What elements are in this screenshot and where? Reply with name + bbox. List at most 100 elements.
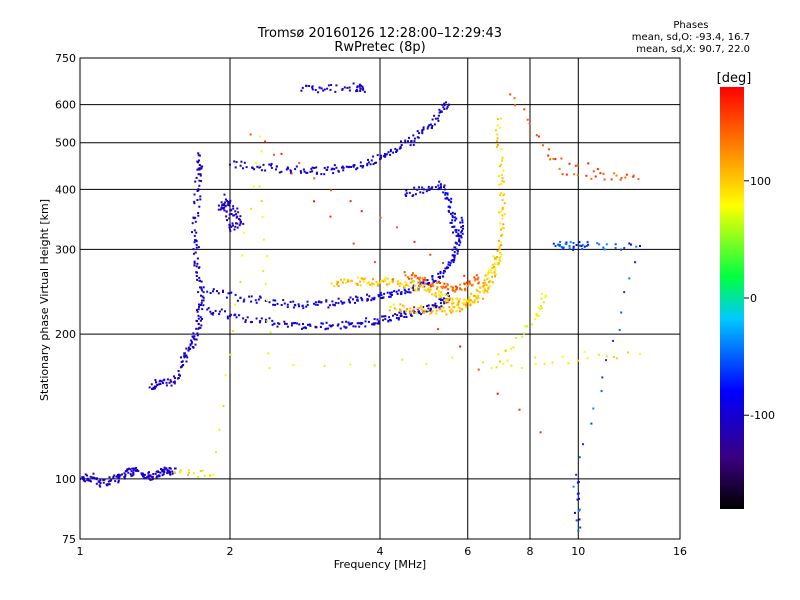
data-point-fill (224, 374, 227, 377)
data-point-fill (499, 259, 502, 262)
data-point-fill (404, 141, 407, 144)
data-point (497, 118, 499, 120)
data-point (568, 245, 571, 247)
data-point-fill (489, 280, 492, 283)
data-point-fill (382, 296, 385, 299)
data-point-fill (195, 239, 198, 242)
data-point-fill (198, 184, 201, 187)
data-point-fill (314, 89, 317, 91)
data-point-fill (503, 202, 506, 205)
data-point-fill (420, 306, 423, 309)
data-point-fill (259, 296, 262, 299)
data-point-fill (358, 322, 361, 325)
data-point-fill (457, 301, 460, 304)
data-point-fill (412, 272, 414, 275)
chart-title: Tromsø 20160126 12:28:00–12:29:43 (257, 26, 503, 41)
y-tick-label: 200 (55, 328, 76, 341)
data-point-fill (171, 470, 174, 473)
data-point (544, 295, 547, 297)
data-point-fill (290, 324, 293, 327)
data-point-fill (275, 168, 277, 171)
data-point-fill (448, 297, 451, 300)
data-point-fill (434, 292, 437, 295)
data-point-fill (270, 162, 273, 165)
data-point-fill (587, 243, 590, 246)
data-point-fill (271, 323, 274, 326)
data-point-fill (250, 300, 253, 303)
data-point-fill (278, 171, 281, 174)
data-point-fill (496, 133, 499, 136)
data-point-fill (491, 266, 494, 269)
data-point-fill (193, 200, 196, 203)
data-point-fill (502, 227, 505, 230)
data-point-fill (438, 293, 441, 296)
data-point-fill (341, 321, 344, 324)
data-point-fill (447, 294, 449, 297)
data-point-fill (359, 284, 362, 287)
data-point-fill (578, 456, 581, 459)
data-point-fill (292, 306, 295, 309)
data-point-fill (227, 204, 230, 207)
data-point-fill (137, 470, 140, 473)
data-point-fill (473, 301, 476, 304)
data-point-fill (197, 314, 200, 317)
data-point-fill (501, 177, 504, 180)
data-point-fill (487, 269, 490, 272)
data-point-fill (400, 293, 403, 296)
data-point-fill (355, 90, 358, 93)
data-point-fill (577, 164, 580, 167)
data-point-fill (352, 325, 355, 328)
data-point-fill (443, 102, 446, 105)
data-point (309, 170, 312, 173)
data-point-fill (447, 292, 450, 295)
data-point-fill (454, 229, 457, 232)
data-point (367, 161, 370, 164)
data-point-fill (199, 319, 202, 322)
data-point-fill (356, 283, 359, 285)
data-point-fill (500, 228, 502, 231)
data-point-fill (352, 242, 355, 245)
data-point-fill (438, 296, 441, 299)
data-point-fill (443, 108, 446, 110)
data-point-fill (625, 173, 628, 176)
data-point-fill (266, 255, 269, 258)
data-point-fill (416, 289, 419, 292)
data-point-fill (315, 326, 318, 329)
data-point-fill (361, 322, 364, 325)
data-point-fill (491, 263, 494, 266)
data-point-fill (380, 154, 382, 157)
data-point-fill (361, 85, 364, 88)
grid-lines (80, 58, 680, 539)
data-point-fill (121, 473, 123, 476)
data-point-fill (355, 282, 358, 285)
data-point-fill (442, 262, 444, 264)
data-point-fill (442, 275, 445, 278)
data-point-fill (549, 158, 552, 161)
data-point-fill (418, 312, 421, 315)
colorbar-tick-label: -100 (750, 409, 775, 422)
data-point-fill (414, 312, 417, 314)
data-point-fill (331, 300, 334, 303)
data-point-fill (452, 302, 455, 305)
data-point-fill (426, 305, 429, 307)
data-point-fill (239, 222, 242, 225)
data-point-fill (421, 129, 424, 132)
data-point-fill (428, 282, 431, 284)
data-point-fill (107, 483, 110, 486)
data-point-fill (275, 165, 278, 168)
data-point-fill (444, 293, 447, 296)
data-point-fill (425, 362, 428, 365)
data-point-fill (201, 469, 204, 472)
data-point-fill (124, 473, 127, 476)
data-point (473, 299, 476, 302)
data-point-fill (333, 168, 336, 171)
data-point-fill (390, 291, 393, 294)
data-point (367, 320, 370, 323)
data-point-fill (199, 198, 202, 201)
data-point-fill (441, 103, 444, 106)
data-point-fill (192, 337, 195, 340)
data-point-fill (450, 201, 453, 204)
data-point (173, 471, 176, 474)
data-point-fill (430, 311, 433, 314)
